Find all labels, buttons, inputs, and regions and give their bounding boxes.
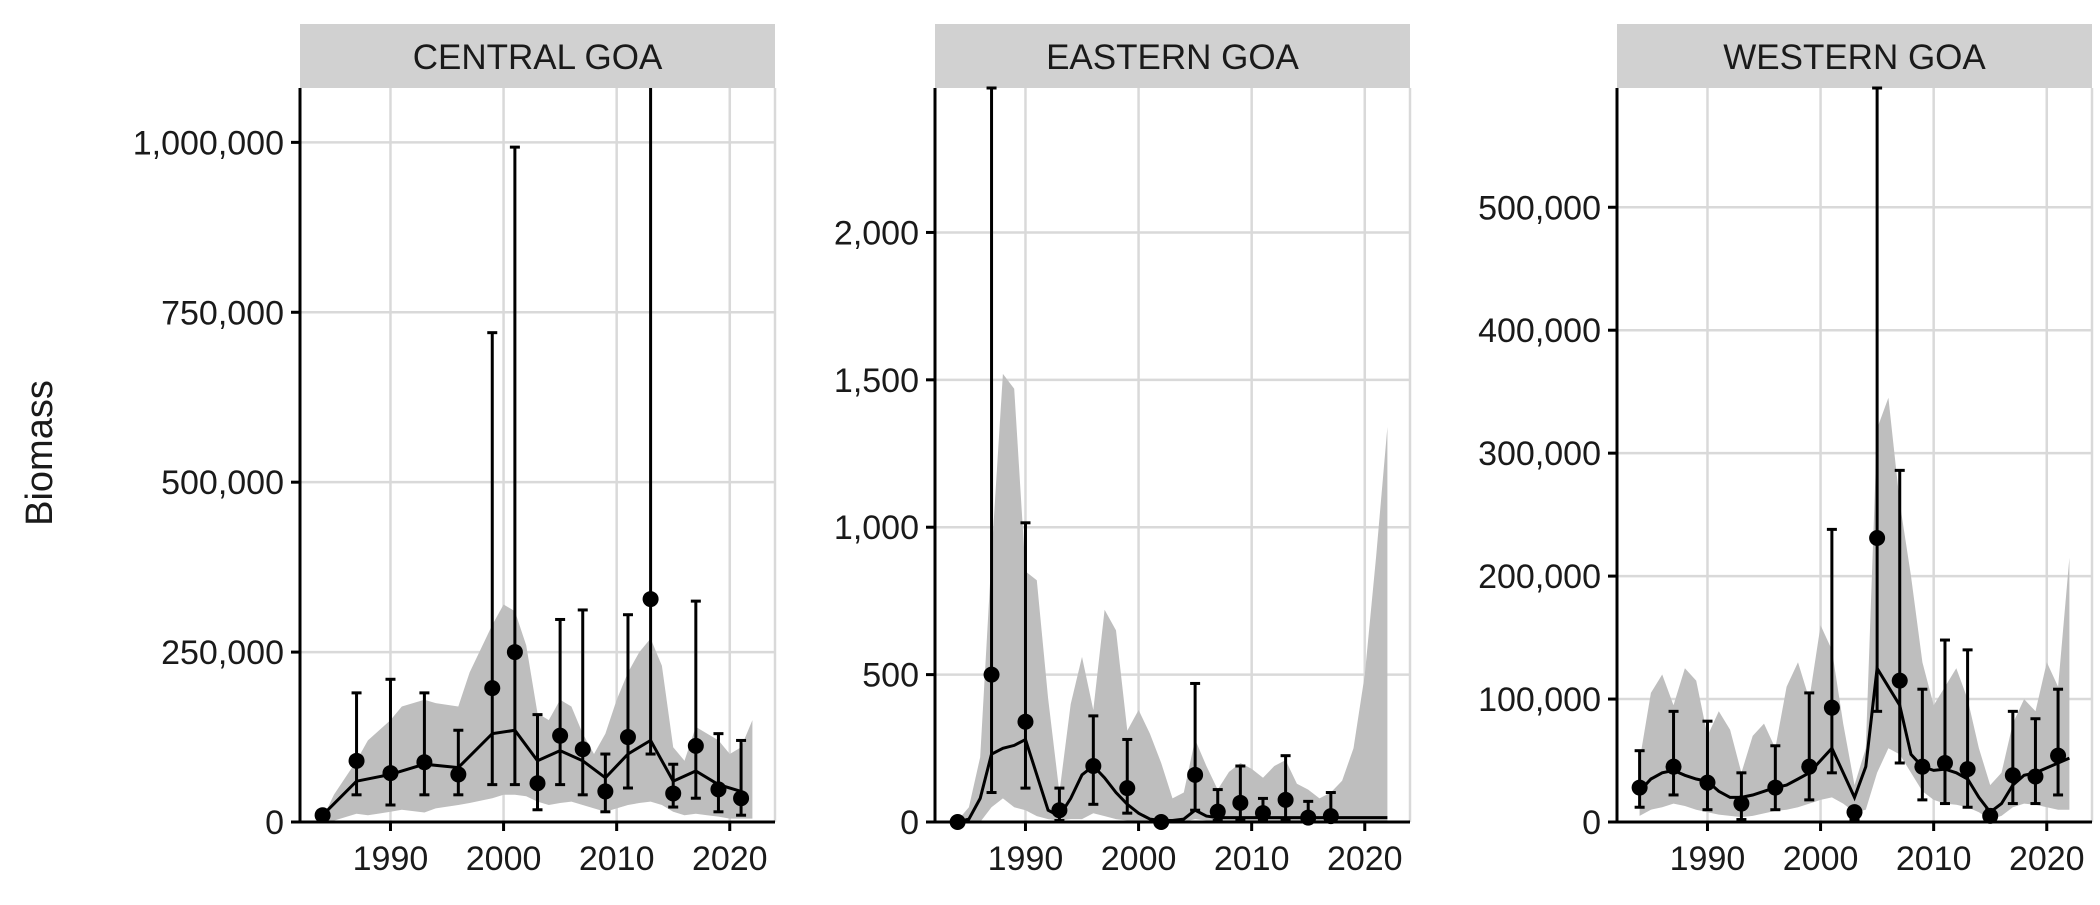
data-point [529, 775, 546, 792]
data-point [1936, 754, 1953, 771]
x-tick-label: 2000 [1783, 840, 1859, 878]
data-point [2004, 767, 2021, 784]
y-tick-label: 200,000 [1478, 558, 1601, 596]
y-tick-label: 500,000 [161, 464, 284, 502]
data-point [1959, 761, 1976, 778]
x-tick-label: 2020 [2009, 840, 2085, 878]
data-point [314, 807, 331, 824]
x-tick-label: 1990 [353, 840, 429, 878]
data-point [733, 790, 750, 807]
y-tick-label: 0 [1582, 804, 1601, 842]
data-point [1914, 758, 1931, 775]
data-point [1801, 758, 1818, 775]
confidence-band [957, 373, 1388, 822]
panel-2: EASTERN GOA 0 500 1,000 1,500 2,000 1990 2000 20… [834, 24, 1412, 878]
data-point [1891, 672, 1908, 689]
data-point [619, 729, 636, 746]
data-point [1631, 779, 1648, 796]
x-tick-label: 2000 [466, 840, 542, 878]
y-tick-label: 0 [900, 804, 919, 842]
x-tick-label: 2000 [1101, 840, 1177, 878]
data-point [1232, 794, 1249, 811]
y-tick-label: 250,000 [161, 634, 284, 672]
data-point [597, 783, 614, 800]
data-point [1982, 807, 1999, 824]
data-point [1254, 805, 1271, 822]
data-point [687, 737, 704, 754]
y-tick-label: 500,000 [1478, 189, 1601, 227]
data-point [1665, 758, 1682, 775]
data-point [1277, 791, 1294, 808]
data-point [1767, 779, 1784, 796]
data-point [1119, 780, 1136, 797]
data-point [552, 727, 569, 744]
data-point [642, 591, 659, 608]
y-axis-label: Biomass [19, 380, 61, 526]
panel-title: EASTERN GOA [1046, 38, 1299, 77]
panel-1: CENTRAL GOA 0 250,000 500,000 750,000 1,000,0… [133, 24, 777, 878]
data-point [574, 741, 591, 758]
x-tick-label: 2020 [692, 840, 768, 878]
y-tick-label: 1,000 [834, 509, 919, 547]
x-tick-label: 2010 [579, 840, 655, 878]
data-point [983, 666, 1000, 683]
y-tick-label: 400,000 [1478, 312, 1601, 350]
x-tick-label: 1990 [988, 840, 1064, 878]
data-point [2027, 768, 2044, 785]
data-point [416, 754, 433, 771]
data-point [1699, 774, 1716, 791]
y-tick-label: 750,000 [161, 294, 284, 332]
y-tick-label: 500 [862, 657, 919, 695]
y-tick-label: 2,000 [834, 214, 919, 252]
data-point [1051, 802, 1068, 819]
y-tick-label: 1,000,000 [133, 124, 284, 162]
data-point [1823, 699, 1840, 716]
data-point [1209, 803, 1226, 820]
y-tick-label: 100,000 [1478, 681, 1601, 719]
panel-strip [1617, 24, 2092, 88]
data-point [710, 781, 727, 798]
data-point [1017, 713, 1034, 730]
data-point [665, 785, 682, 802]
panel-title: WESTERN GOA [1723, 38, 1986, 77]
x-tick-label: 1990 [1670, 840, 1746, 878]
data-point [484, 680, 501, 697]
data-point [450, 766, 467, 783]
y-tick-label: 0 [265, 804, 284, 842]
data-point [2050, 747, 2067, 764]
data-point [1187, 766, 1204, 783]
panel-3: WESTERN GOA 0 100,000 200,000 300,000 400,000… [1478, 24, 2094, 878]
x-tick-label: 2010 [1896, 840, 1972, 878]
data-point [1085, 757, 1102, 774]
y-tick-label: 300,000 [1478, 435, 1601, 473]
panel-strip [935, 24, 1410, 88]
data-point [382, 765, 399, 782]
data-point [1846, 804, 1863, 821]
y-tick-label: 1,500 [834, 362, 919, 400]
x-tick-label: 2010 [1214, 840, 1290, 878]
panel-title: CENTRAL GOA [413, 38, 663, 77]
data-point [348, 752, 365, 769]
data-point [1322, 808, 1339, 825]
data-point [506, 644, 523, 661]
data-point [1869, 529, 1886, 546]
confidence-band [1639, 397, 2070, 820]
panel-strip [300, 24, 775, 88]
data-point [1733, 795, 1750, 812]
x-tick-label: 2020 [1327, 840, 1403, 878]
